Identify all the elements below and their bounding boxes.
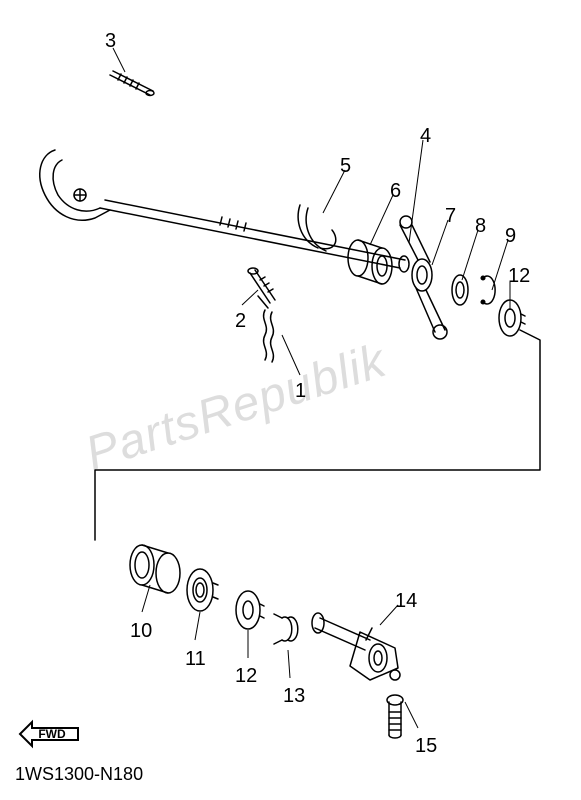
callout-11: 11	[185, 648, 206, 671]
leader-line	[242, 290, 258, 305]
callout-8: 8	[475, 215, 486, 238]
part-2-screw	[248, 268, 275, 303]
callout-12: 12	[235, 665, 257, 688]
part-11-seal	[187, 569, 218, 611]
fwd-label: FWD	[38, 727, 66, 741]
exploded-view-svg	[0, 0, 581, 800]
leader-line	[282, 335, 300, 375]
diagram-canvas: PartsRepublik	[0, 0, 581, 800]
part-14-shift-arm	[312, 613, 400, 680]
callout-15: 15	[415, 735, 437, 758]
leader-line	[409, 140, 423, 243]
leader-line	[195, 612, 200, 640]
part-code-label: 1WS1300-N180	[15, 764, 143, 785]
callout-5: 5	[340, 155, 351, 178]
part-15-bolt	[387, 695, 403, 738]
part-3-pin	[110, 71, 154, 96]
part-1-spring	[258, 296, 273, 362]
part-12-washer-lower	[236, 591, 264, 629]
callout-13: 13	[283, 685, 305, 708]
callout-3: 3	[105, 30, 116, 53]
callout-2: 2	[235, 310, 246, 333]
callout-9: 9	[505, 225, 516, 248]
assembly-bracket	[95, 330, 540, 540]
part-8-washer	[452, 275, 468, 305]
callout-1: 1	[295, 380, 306, 403]
fwd-badge: FWD	[18, 718, 88, 755]
callout-6: 6	[390, 180, 401, 203]
callout-10: 10	[130, 620, 152, 643]
callout-14: 14	[395, 590, 417, 613]
leader-line	[142, 585, 150, 612]
part-10-bushing	[130, 545, 180, 593]
leader-line	[288, 650, 290, 678]
part-9-circlip	[481, 276, 495, 304]
callout-7: 7	[445, 205, 456, 228]
part-4-shift-shaft	[40, 150, 409, 272]
leader-line	[405, 702, 418, 728]
callout-4: 4	[420, 125, 431, 148]
part-5-spring-hook	[298, 205, 336, 251]
callout-12: 12	[508, 265, 530, 288]
part-13-eclip	[274, 614, 298, 644]
part-7-lever	[400, 216, 447, 339]
